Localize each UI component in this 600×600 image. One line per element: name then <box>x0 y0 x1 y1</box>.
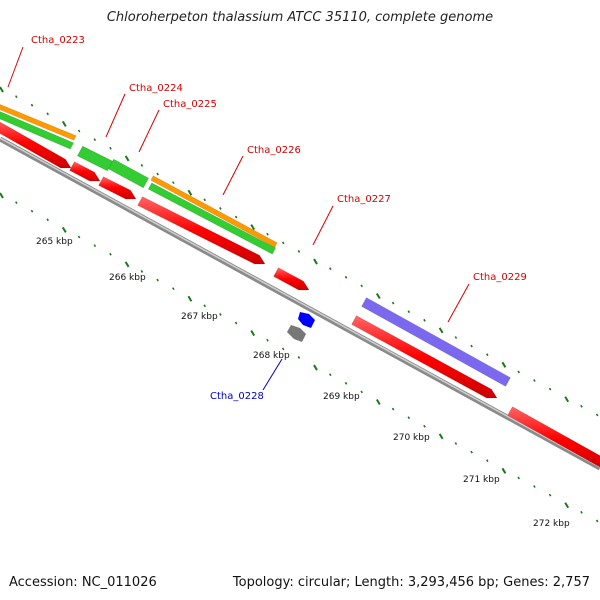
kbp-tick-label: 268 kbp <box>253 351 290 361</box>
gene-leader-line <box>312 205 334 246</box>
gene-label-ctha-0228[interactable]: Ctha_0228 <box>210 391 264 402</box>
kbp-tick-label: 270 kbp <box>393 433 430 443</box>
outer-tick-row <box>0 86 599 417</box>
kbp-tick-label: 271 kbp <box>463 475 500 485</box>
gene-label-ctha-0223[interactable]: Ctha_0223 <box>31 35 85 46</box>
gene-leader-line <box>262 358 283 391</box>
green-feature-0225[interactable] <box>107 158 150 189</box>
cds-ctha-0226[interactable] <box>137 196 266 265</box>
purple-feature-0229[interactable] <box>361 297 511 387</box>
kbp-tick-label: 269 kbp <box>323 392 360 402</box>
trna-ctha-0228[interactable] <box>298 312 315 328</box>
gene-label-ctha-0227[interactable]: Ctha_0227 <box>337 194 391 205</box>
gene-leader-line <box>7 46 24 88</box>
gene-leader-line <box>447 283 470 323</box>
inner-tick-row <box>0 192 599 523</box>
gene-label-ctha-0229[interactable]: Ctha_0229 <box>473 272 527 283</box>
gene-leader-line <box>222 155 244 196</box>
misc-feature-ctha-0228[interactable] <box>287 325 306 342</box>
orange-feature-0226[interactable] <box>150 175 278 248</box>
genome-backbone <box>0 136 600 471</box>
genome-backbone-highlight <box>0 137 600 468</box>
cds-ctha-0223[interactable] <box>0 118 72 169</box>
kbp-tick-label: 267 kbp <box>181 312 218 322</box>
accession-text: Accession: NC_011026 <box>9 575 157 590</box>
kbp-tick-label: 265 kbp <box>36 237 73 247</box>
gene-leader-line <box>138 109 160 153</box>
cds-ctha-0229[interactable] <box>351 315 498 399</box>
cds-ctha-0227[interactable] <box>273 267 310 291</box>
cds-next[interactable] <box>507 406 600 472</box>
map-title: Chloroherpeton thalassium ATCC 35110, co… <box>106 10 494 25</box>
kbp-tick-label: 272 kbp <box>533 519 570 529</box>
genome-summary-text: Topology: circular; Length: 3,293,456 bp… <box>232 575 590 590</box>
cds-ctha-0224[interactable] <box>69 161 101 182</box>
gene-label-ctha-0224[interactable]: Ctha_0224 <box>129 83 183 94</box>
cds-ctha-0225[interactable] <box>98 176 137 200</box>
orange-feature-0223[interactable] <box>0 101 77 141</box>
gene-label-ctha-0226[interactable]: Ctha_0226 <box>247 145 301 156</box>
green-feature-0226[interactable] <box>147 182 277 255</box>
kbp-tick-label: 266 kbp <box>109 273 146 283</box>
green-feature-0223[interactable] <box>0 108 75 150</box>
gene-label-ctha-0225[interactable]: Ctha_0225 <box>163 99 217 110</box>
gene-leader-line <box>105 93 126 138</box>
